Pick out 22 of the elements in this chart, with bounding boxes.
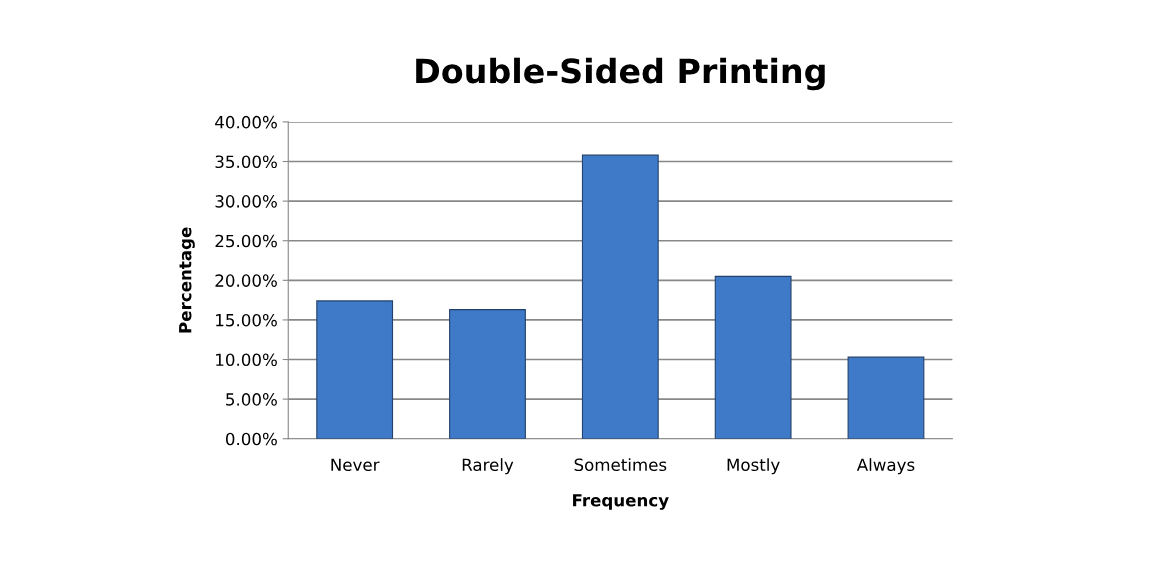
- y-tick-label: 35.00%: [215, 155, 277, 169]
- y-axis-title: Percentage: [179, 227, 195, 333]
- y-tick-label: 0.00%: [225, 432, 277, 446]
- bar: [847, 356, 925, 439]
- x-tick-label: Never: [331, 458, 380, 472]
- y-tick-label: 30.00%: [215, 195, 277, 208]
- y-tick-label: 20.00%: [215, 274, 277, 287]
- y-tick-label: 5.00%: [226, 393, 277, 406]
- bar: [581, 154, 659, 439]
- x-axis-title: Frequency: [573, 494, 669, 510]
- x-tick-label: Sometimes: [574, 458, 667, 472]
- y-tick-label: 10.00%: [216, 353, 277, 367]
- chart-title: Double-Sided Printing: [416, 57, 825, 91]
- x-tick-label: Always: [856, 458, 915, 475]
- bar: [449, 309, 526, 439]
- x-tick-label: Rarely: [462, 458, 514, 475]
- bar: [316, 300, 394, 439]
- x-tick-label: Mostly: [727, 458, 780, 475]
- y-tick-label: 25.00%: [215, 234, 277, 248]
- y-tick-label: 15.00%: [216, 313, 277, 327]
- y-tick-label: 40.00%: [215, 115, 277, 129]
- bar: [714, 275, 792, 439]
